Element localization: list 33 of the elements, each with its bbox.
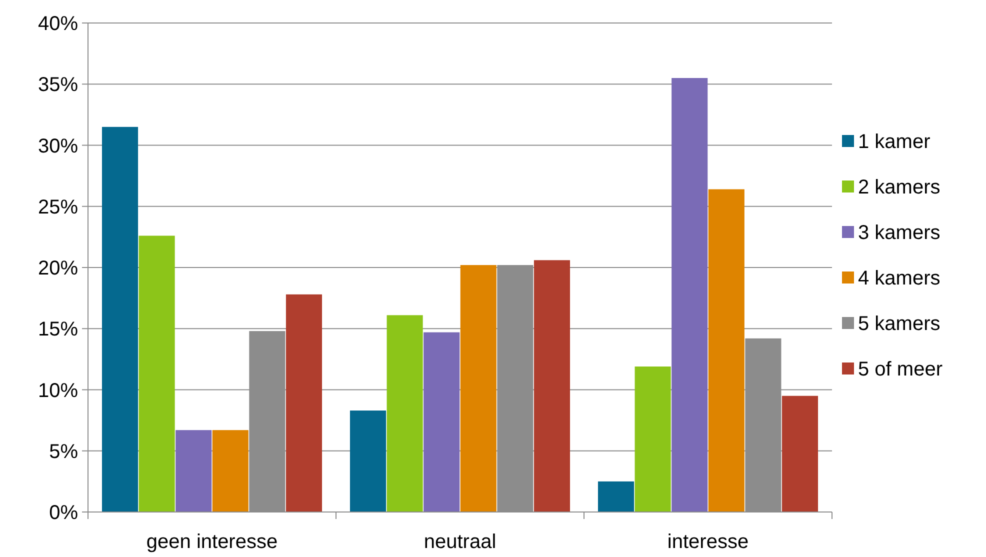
bar — [782, 396, 818, 512]
legend-label: 5 kamers — [858, 313, 940, 335]
bar — [138, 236, 175, 512]
legend-label: 3 kamers — [858, 222, 940, 244]
legend-label: 2 kamers — [858, 176, 940, 198]
bar — [102, 126, 138, 512]
bar — [708, 189, 744, 512]
legend-label: 1 kamer — [858, 131, 931, 153]
y-tick-label: 30% — [38, 135, 78, 158]
y-tick-label: 20% — [38, 258, 78, 280]
y-tick-label: 5% — [49, 440, 78, 463]
y-tick-label: 0% — [49, 502, 78, 524]
legend-label: 4 kamers — [858, 268, 940, 290]
y-tick-label: 40% — [38, 13, 78, 35]
bar — [460, 265, 496, 512]
bar — [386, 315, 423, 512]
y-tick-label: 15% — [38, 318, 78, 341]
bar — [672, 78, 708, 512]
x-tick-label: neutraal — [424, 531, 496, 553]
bar — [286, 294, 322, 512]
bar — [534, 260, 570, 512]
y-tick-label: 25% — [38, 196, 78, 218]
bar — [350, 410, 386, 512]
bar — [598, 481, 634, 512]
x-tick-label: geen interesse — [146, 531, 278, 553]
bar — [634, 366, 671, 512]
bar — [424, 332, 460, 512]
legend-label: 5 of meer — [858, 358, 943, 380]
y-tick-label: 10% — [38, 380, 78, 402]
bar — [212, 430, 248, 512]
x-tick-label: interesse — [667, 531, 749, 553]
bar — [176, 430, 212, 512]
y-tick-label: 35% — [38, 74, 78, 96]
